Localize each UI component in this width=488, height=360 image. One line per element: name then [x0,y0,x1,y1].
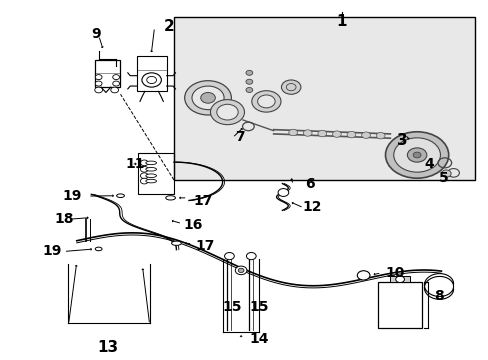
Circle shape [113,75,119,80]
Circle shape [95,87,102,93]
Text: 6: 6 [305,176,314,190]
Ellipse shape [145,161,156,165]
Bar [137,153,174,194]
Circle shape [303,130,311,136]
Circle shape [246,252,256,260]
Circle shape [346,131,355,138]
Circle shape [235,266,246,275]
Circle shape [210,100,244,125]
Circle shape [140,173,148,179]
Bar [377,282,421,328]
Text: 19: 19 [62,189,81,203]
Text: 8: 8 [433,289,443,303]
Circle shape [281,80,300,94]
Text: 3: 3 [396,133,407,148]
Text: 2: 2 [163,19,174,34]
Ellipse shape [171,241,181,246]
Circle shape [332,131,341,137]
Circle shape [245,87,252,93]
Text: 16: 16 [183,218,203,231]
Circle shape [245,79,252,84]
Circle shape [140,166,148,172]
Circle shape [111,87,118,93]
Ellipse shape [165,196,175,200]
Text: 18: 18 [55,212,74,226]
Text: 4: 4 [424,157,433,171]
Ellipse shape [145,179,156,183]
Circle shape [441,170,450,177]
Circle shape [140,178,148,184]
Text: 14: 14 [249,332,268,346]
Circle shape [278,189,288,197]
Circle shape [245,70,252,75]
Circle shape [412,152,420,158]
Bar [136,56,166,91]
Ellipse shape [116,194,124,198]
Circle shape [192,86,224,110]
Text: 15: 15 [249,300,268,314]
Circle shape [375,132,384,139]
Circle shape [95,75,102,80]
Ellipse shape [145,174,156,177]
Ellipse shape [145,167,156,171]
Circle shape [393,138,440,172]
Circle shape [201,93,215,103]
Text: 9: 9 [91,27,101,41]
Text: 11: 11 [125,157,144,171]
Circle shape [140,160,148,166]
Circle shape [317,130,326,137]
Text: 19: 19 [42,244,62,258]
Circle shape [357,271,369,280]
Text: 10: 10 [385,266,404,280]
Text: 17: 17 [196,239,215,253]
Circle shape [395,276,404,283]
Text: 5: 5 [438,171,448,185]
Text: 15: 15 [222,300,242,314]
Circle shape [238,268,244,273]
Circle shape [224,252,234,260]
Text: 7: 7 [234,130,244,144]
Circle shape [361,132,370,138]
Bar [95,60,119,87]
Text: 1: 1 [336,14,346,28]
Circle shape [385,132,448,178]
Bar [174,18,474,180]
Text: 17: 17 [193,194,212,208]
Circle shape [251,91,281,112]
Ellipse shape [95,247,102,251]
Circle shape [407,148,426,162]
Text: 12: 12 [302,200,322,214]
Circle shape [113,81,119,86]
Bar [389,276,409,282]
Circle shape [95,81,102,86]
Circle shape [257,95,275,108]
Circle shape [184,81,231,115]
Circle shape [216,104,238,120]
Circle shape [288,129,297,136]
Text: 13: 13 [98,341,119,355]
